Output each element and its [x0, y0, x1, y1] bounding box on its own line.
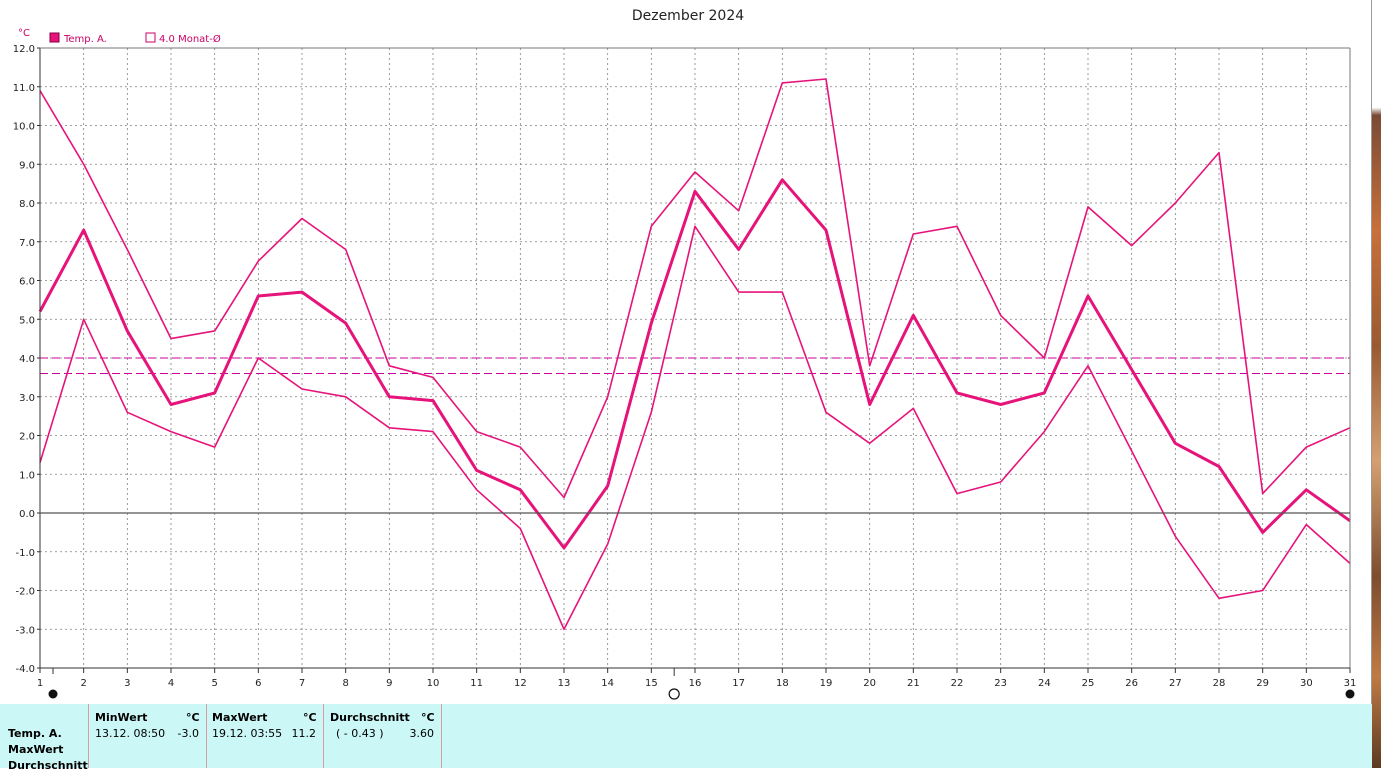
x-tick-label: 30: [1300, 678, 1313, 689]
max-unit: °C: [303, 711, 317, 724]
avg-unit: °C: [421, 711, 435, 724]
x-tick-label: 11: [470, 678, 483, 689]
chart-title: Dezember 2024: [632, 8, 744, 24]
x-tick-label: 4: [168, 678, 174, 689]
avg-column: Durchschnitt °C ( - 0.43 ) 3.60: [324, 704, 442, 768]
y-tick-label: 3.0: [19, 393, 35, 404]
min-column: MinWert °C 13.12. 08:50 -3.0: [88, 704, 207, 768]
max-value: 11.2: [286, 727, 316, 740]
x-tick-label: 24: [1038, 678, 1051, 689]
y-tick-label: 10.0: [13, 122, 35, 133]
y-tick-label: 4.0: [19, 354, 35, 365]
y-tick-label: 11.0: [13, 83, 35, 94]
max-header: MaxWert: [212, 711, 267, 724]
y-tick-label: 0.0: [19, 509, 35, 520]
min-header: MinWert: [95, 711, 147, 724]
min-date: 13.12. 08:50: [95, 727, 165, 740]
y-tick-label: 2.0: [19, 432, 35, 443]
background-image-strip: [1372, 0, 1381, 768]
legend-swatch-temp: [50, 33, 59, 42]
x-tick-label: 27: [1169, 678, 1182, 689]
min-unit: °C: [186, 711, 200, 724]
x-tick-label: 31: [1344, 678, 1357, 689]
x-tick-label: 25: [1082, 678, 1095, 689]
x-tick-label: 21: [907, 678, 920, 689]
y-tick-label: 8.0: [19, 199, 35, 210]
x-tick-label: 3: [124, 678, 130, 689]
x-axis-markers: [49, 668, 1355, 699]
legend-swatch-avg: [146, 33, 155, 42]
period-mid-marker: [669, 689, 679, 699]
y-tick-label: 12.0: [13, 44, 35, 55]
x-tick-label: 29: [1256, 678, 1269, 689]
x-tick-label: 13: [558, 678, 571, 689]
reference-lines: [40, 358, 1350, 374]
avg-note: ( - 0.43 ): [336, 727, 384, 740]
x-tick-label: 20: [863, 678, 876, 689]
y-tick-label: 6.0: [19, 277, 35, 288]
statistics-panel: Temp. A. MaxWert Durchschnitt MinWert °C…: [0, 704, 1372, 768]
x-tick-label: 10: [427, 678, 440, 689]
min-value: -3.0: [169, 727, 199, 740]
y-tick-label: 7.0: [19, 238, 35, 249]
y-tick-label: 9.0: [19, 160, 35, 171]
max-date: 19.12. 03:55: [212, 727, 282, 740]
x-tick-label: 19: [820, 678, 833, 689]
max-column: MaxWert °C 19.12. 03:55 11.2: [206, 704, 324, 768]
y-tick-label: -1.0: [15, 548, 35, 559]
x-tick-label: 17: [732, 678, 745, 689]
x-tick-label: 16: [689, 678, 702, 689]
legend-label-temp: Temp. A.: [63, 34, 107, 45]
avg-header: Durchschnitt: [330, 711, 410, 724]
y-tick-label: 5.0: [19, 315, 35, 326]
y-tick-label: -2.0: [15, 587, 35, 598]
avg-value: 3.60: [400, 727, 434, 740]
x-tick-label: 26: [1125, 678, 1138, 689]
x-tick-label: 15: [645, 678, 658, 689]
x-tick-label: 12: [514, 678, 527, 689]
x-tick-label: 18: [776, 678, 789, 689]
x-tick-label: 6: [255, 678, 261, 689]
y-axis-unit: °C: [18, 28, 30, 39]
x-tick-label: 23: [994, 678, 1007, 689]
row-label-avg: Durchschnitt: [8, 759, 88, 772]
x-tick-label: 1: [37, 678, 43, 689]
y-tick-label: -3.0: [15, 625, 35, 636]
row-label-temp: Temp. A.: [8, 727, 62, 740]
x-tick-label: 14: [601, 678, 614, 689]
legend-label-avg: 4.0 Monat-Ø: [159, 33, 221, 45]
period-start-marker: [49, 690, 58, 699]
x-tick-label: 8: [342, 678, 348, 689]
row-label-max: MaxWert: [8, 743, 63, 756]
y-tick-label: 1.0: [19, 470, 35, 481]
y-tick-label: -4.0: [15, 664, 35, 675]
chart-axes: 12.0 11.0 10.0 9.0 8.0 7.0 6.0 5.0 4.0 3.0 2.0 1.0 0…: [13, 44, 1357, 689]
x-tick-label: 28: [1213, 678, 1226, 689]
x-tick-label: 22: [951, 678, 964, 689]
x-tick-label: 2: [80, 678, 86, 689]
x-tick-label: 7: [299, 678, 305, 689]
x-tick-label: 9: [386, 678, 392, 689]
x-tick-label: 5: [211, 678, 217, 689]
temperature-chart: 12.0 11.0 10.0 9.0 8.0 7.0 6.0 5.0 4.0 3.0 2.0 1.0 0…: [0, 0, 1372, 704]
period-end-marker: [1346, 690, 1355, 699]
